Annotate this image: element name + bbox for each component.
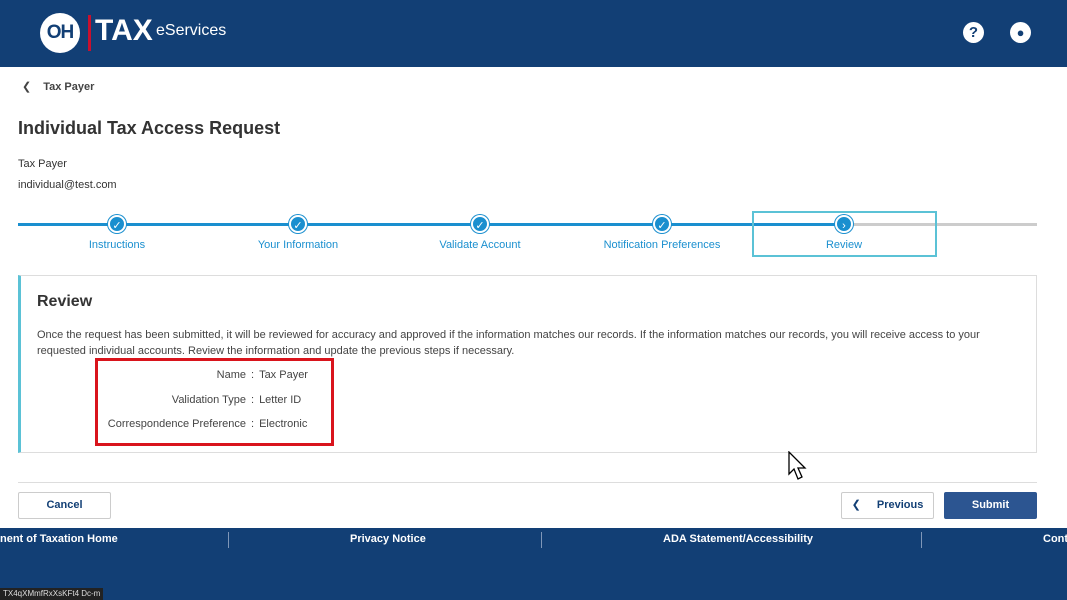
footer-link-taxation-home[interactable]: nent of Taxation Home	[0, 533, 118, 545]
review-field-correspondence: Correspondence Preference: Electronic	[97, 418, 497, 430]
check-icon: ✓	[289, 215, 307, 233]
field-value: Electronic	[259, 418, 308, 430]
session-token-label: TX4qXMmfRxXsKFt4 Dc-m	[0, 588, 104, 600]
logo-tax: TAX	[95, 14, 153, 47]
step-your-information[interactable]: ✓ Your Information	[208, 215, 388, 251]
step-review[interactable]: › Review	[754, 215, 934, 251]
step-notification-preferences[interactable]: ✓ Notification Preferences	[572, 215, 752, 251]
logo-oh: OH	[40, 13, 80, 53]
back-link[interactable]: ❮ Tax Payer	[22, 80, 94, 93]
footer-link-ada[interactable]: ADA Statement/Accessibility	[663, 533, 813, 545]
field-label: Validation Type	[171, 394, 246, 406]
field-label: Name	[216, 369, 246, 381]
logo-eservices: eServices	[156, 22, 227, 39]
stepper-progress-line	[18, 223, 844, 226]
review-panel: Review Once the request has been submitt…	[18, 275, 1037, 453]
field-value: Tax Payer	[259, 369, 308, 381]
footer-separator	[921, 532, 922, 548]
step-validate-account[interactable]: ✓ Validate Account	[390, 215, 570, 251]
footer-link-contact[interactable]: Cont	[1043, 533, 1067, 545]
check-icon: ✓	[653, 215, 671, 233]
review-description: Once the request has been submitted, it …	[37, 329, 980, 357]
stepper-remaining-line	[844, 223, 1037, 226]
footer-separator	[541, 532, 542, 548]
highlight-annotation-box	[95, 358, 334, 446]
user-email: individual@test.com	[18, 179, 117, 191]
step-label: Validate Account	[439, 239, 521, 251]
back-link-label: Tax Payer	[43, 81, 95, 93]
check-icon: ✓	[471, 215, 489, 233]
previous-label: Previous	[876, 499, 924, 511]
mouse-cursor-icon	[788, 451, 807, 480]
footer-link-privacy[interactable]: Privacy Notice	[350, 533, 426, 545]
chevron-left-icon: ❮	[851, 499, 861, 511]
account-icon[interactable]: ●	[1010, 22, 1031, 43]
field-value: Letter ID	[259, 394, 302, 406]
logo-divider	[88, 15, 91, 51]
review-field-validation-type: Validation Type: Letter ID	[97, 394, 497, 406]
previous-button[interactable]: ❮ Previous	[841, 492, 934, 519]
step-label: Review	[825, 239, 863, 251]
step-label: Your Information	[257, 239, 339, 251]
help-icon[interactable]: ?	[963, 22, 984, 43]
top-header: OH TAX eServices ? ●	[0, 0, 1067, 67]
review-field-name: Name: Tax Payer	[97, 369, 497, 381]
user-name: Tax Payer	[18, 158, 67, 170]
step-instructions[interactable]: ✓ Instructions	[27, 215, 207, 251]
chevron-right-icon: ›	[835, 215, 853, 233]
step-label: Instructions	[88, 239, 146, 251]
page-title: Individual Tax Access Request	[18, 118, 281, 138]
footer: nent of Taxation Home Privacy Notice ADA…	[0, 528, 1067, 600]
cancel-button[interactable]: Cancel	[18, 492, 111, 519]
submit-button[interactable]: Submit	[944, 492, 1037, 519]
step-label: Notification Preferences	[603, 239, 721, 251]
check-icon: ✓	[108, 215, 126, 233]
chevron-left-icon: ❮	[22, 81, 32, 93]
field-label: Correspondence Preference	[107, 418, 246, 430]
divider	[18, 482, 1037, 483]
footer-separator	[228, 532, 229, 548]
current-step-highlight	[752, 211, 937, 257]
review-title: Review	[37, 293, 93, 310]
